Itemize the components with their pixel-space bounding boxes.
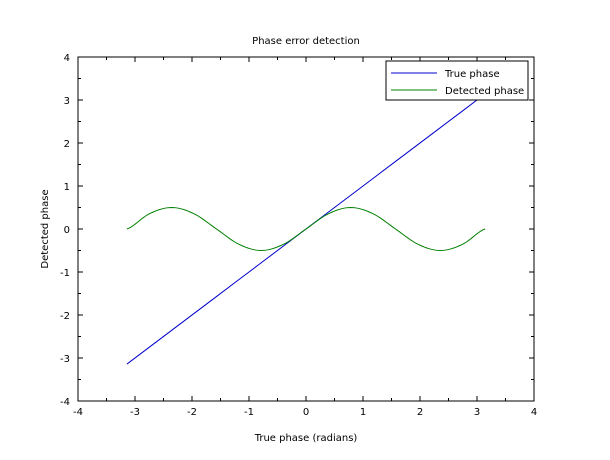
x-tick-label: 3 <box>474 407 480 418</box>
x-tick-label: 0 <box>303 407 309 418</box>
y-tick-label: -2 <box>60 311 70 322</box>
x-tick-label: 1 <box>360 407 366 418</box>
axis-ticks: -4 -3 -2 -1 0 1 2 3 4 -4 -3 -2 -1 0 1 2 3 4 <box>60 53 537 418</box>
legend-label-0: True phase <box>444 69 500 80</box>
legend-box <box>385 60 529 101</box>
y-axis-title: Detected phase <box>40 189 51 268</box>
x-tick-label: -4 <box>73 407 83 418</box>
series-layer <box>126 93 486 365</box>
x-tick-label: -1 <box>244 407 254 418</box>
x-tick-label: -3 <box>130 407 140 418</box>
y-tick-label: 4 <box>64 53 70 64</box>
legend-label-1: Detected phase <box>445 86 524 97</box>
series-line-1 <box>126 206 486 252</box>
y-tick-label: -4 <box>60 397 70 408</box>
y-tick-label: -1 <box>60 268 70 279</box>
chart-title: Phase error detection <box>252 36 360 47</box>
y-tick-label: 3 <box>64 96 70 107</box>
x-axis-title: True phase (radians) <box>254 433 358 444</box>
y-tick-label: 2 <box>64 139 70 150</box>
y-tick-label: 0 <box>64 225 70 236</box>
x-tick-label: 4 <box>531 407 537 418</box>
x-tick-label: -2 <box>187 407 197 418</box>
x-tick-label: 2 <box>417 407 423 418</box>
y-tick-label: -3 <box>60 354 70 365</box>
y-tick-label: 1 <box>64 182 70 193</box>
legend: True phase Detected phase <box>385 60 529 101</box>
